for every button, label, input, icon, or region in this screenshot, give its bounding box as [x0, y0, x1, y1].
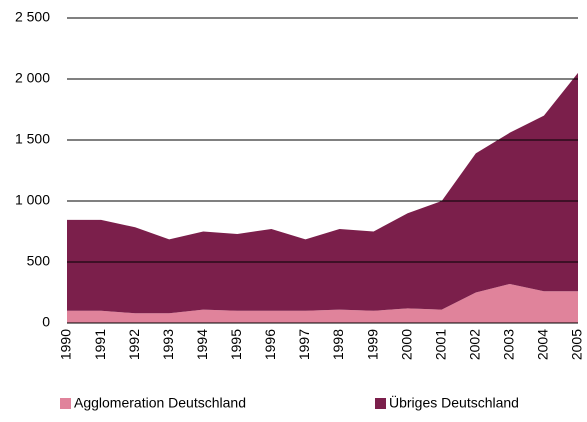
x-tick-label: 1993: [160, 329, 176, 360]
x-tick-label: 2004: [535, 329, 551, 360]
x-tick-label: 1995: [228, 329, 244, 360]
x-tick-label: 1996: [262, 329, 278, 360]
x-tick-label: 1999: [364, 329, 380, 360]
x-tick-label: 2000: [398, 329, 414, 360]
y-tick-label: 2 000: [15, 70, 50, 86]
x-tick-label: 1994: [194, 329, 210, 360]
y-tick-label: 1 500: [15, 131, 50, 147]
x-tick-label: 1991: [92, 329, 108, 360]
x-tick-label: 1997: [296, 329, 312, 360]
x-tick-label: 2003: [501, 329, 517, 360]
y-tick-label: 1 000: [15, 192, 50, 208]
x-tick-label: 1998: [330, 329, 346, 360]
area: [67, 72, 578, 314]
x-tick-label: 2005: [569, 329, 585, 360]
area: [67, 283, 578, 323]
y-tick-label: 2 500: [15, 9, 50, 25]
y-tick-label: 500: [27, 253, 51, 269]
legend-swatch: [60, 398, 71, 409]
x-tick-label: 1992: [126, 329, 142, 360]
x-tick-label: 2002: [467, 329, 483, 360]
x-tick-label: 2001: [432, 329, 448, 360]
legend-label: Übriges Deutschland: [389, 394, 519, 411]
x-tick-label: 1990: [58, 329, 74, 360]
y-tick-label: 0: [42, 314, 50, 330]
legend-label: Agglomeration Deutschland: [74, 395, 246, 411]
legend-swatch: [375, 398, 386, 409]
